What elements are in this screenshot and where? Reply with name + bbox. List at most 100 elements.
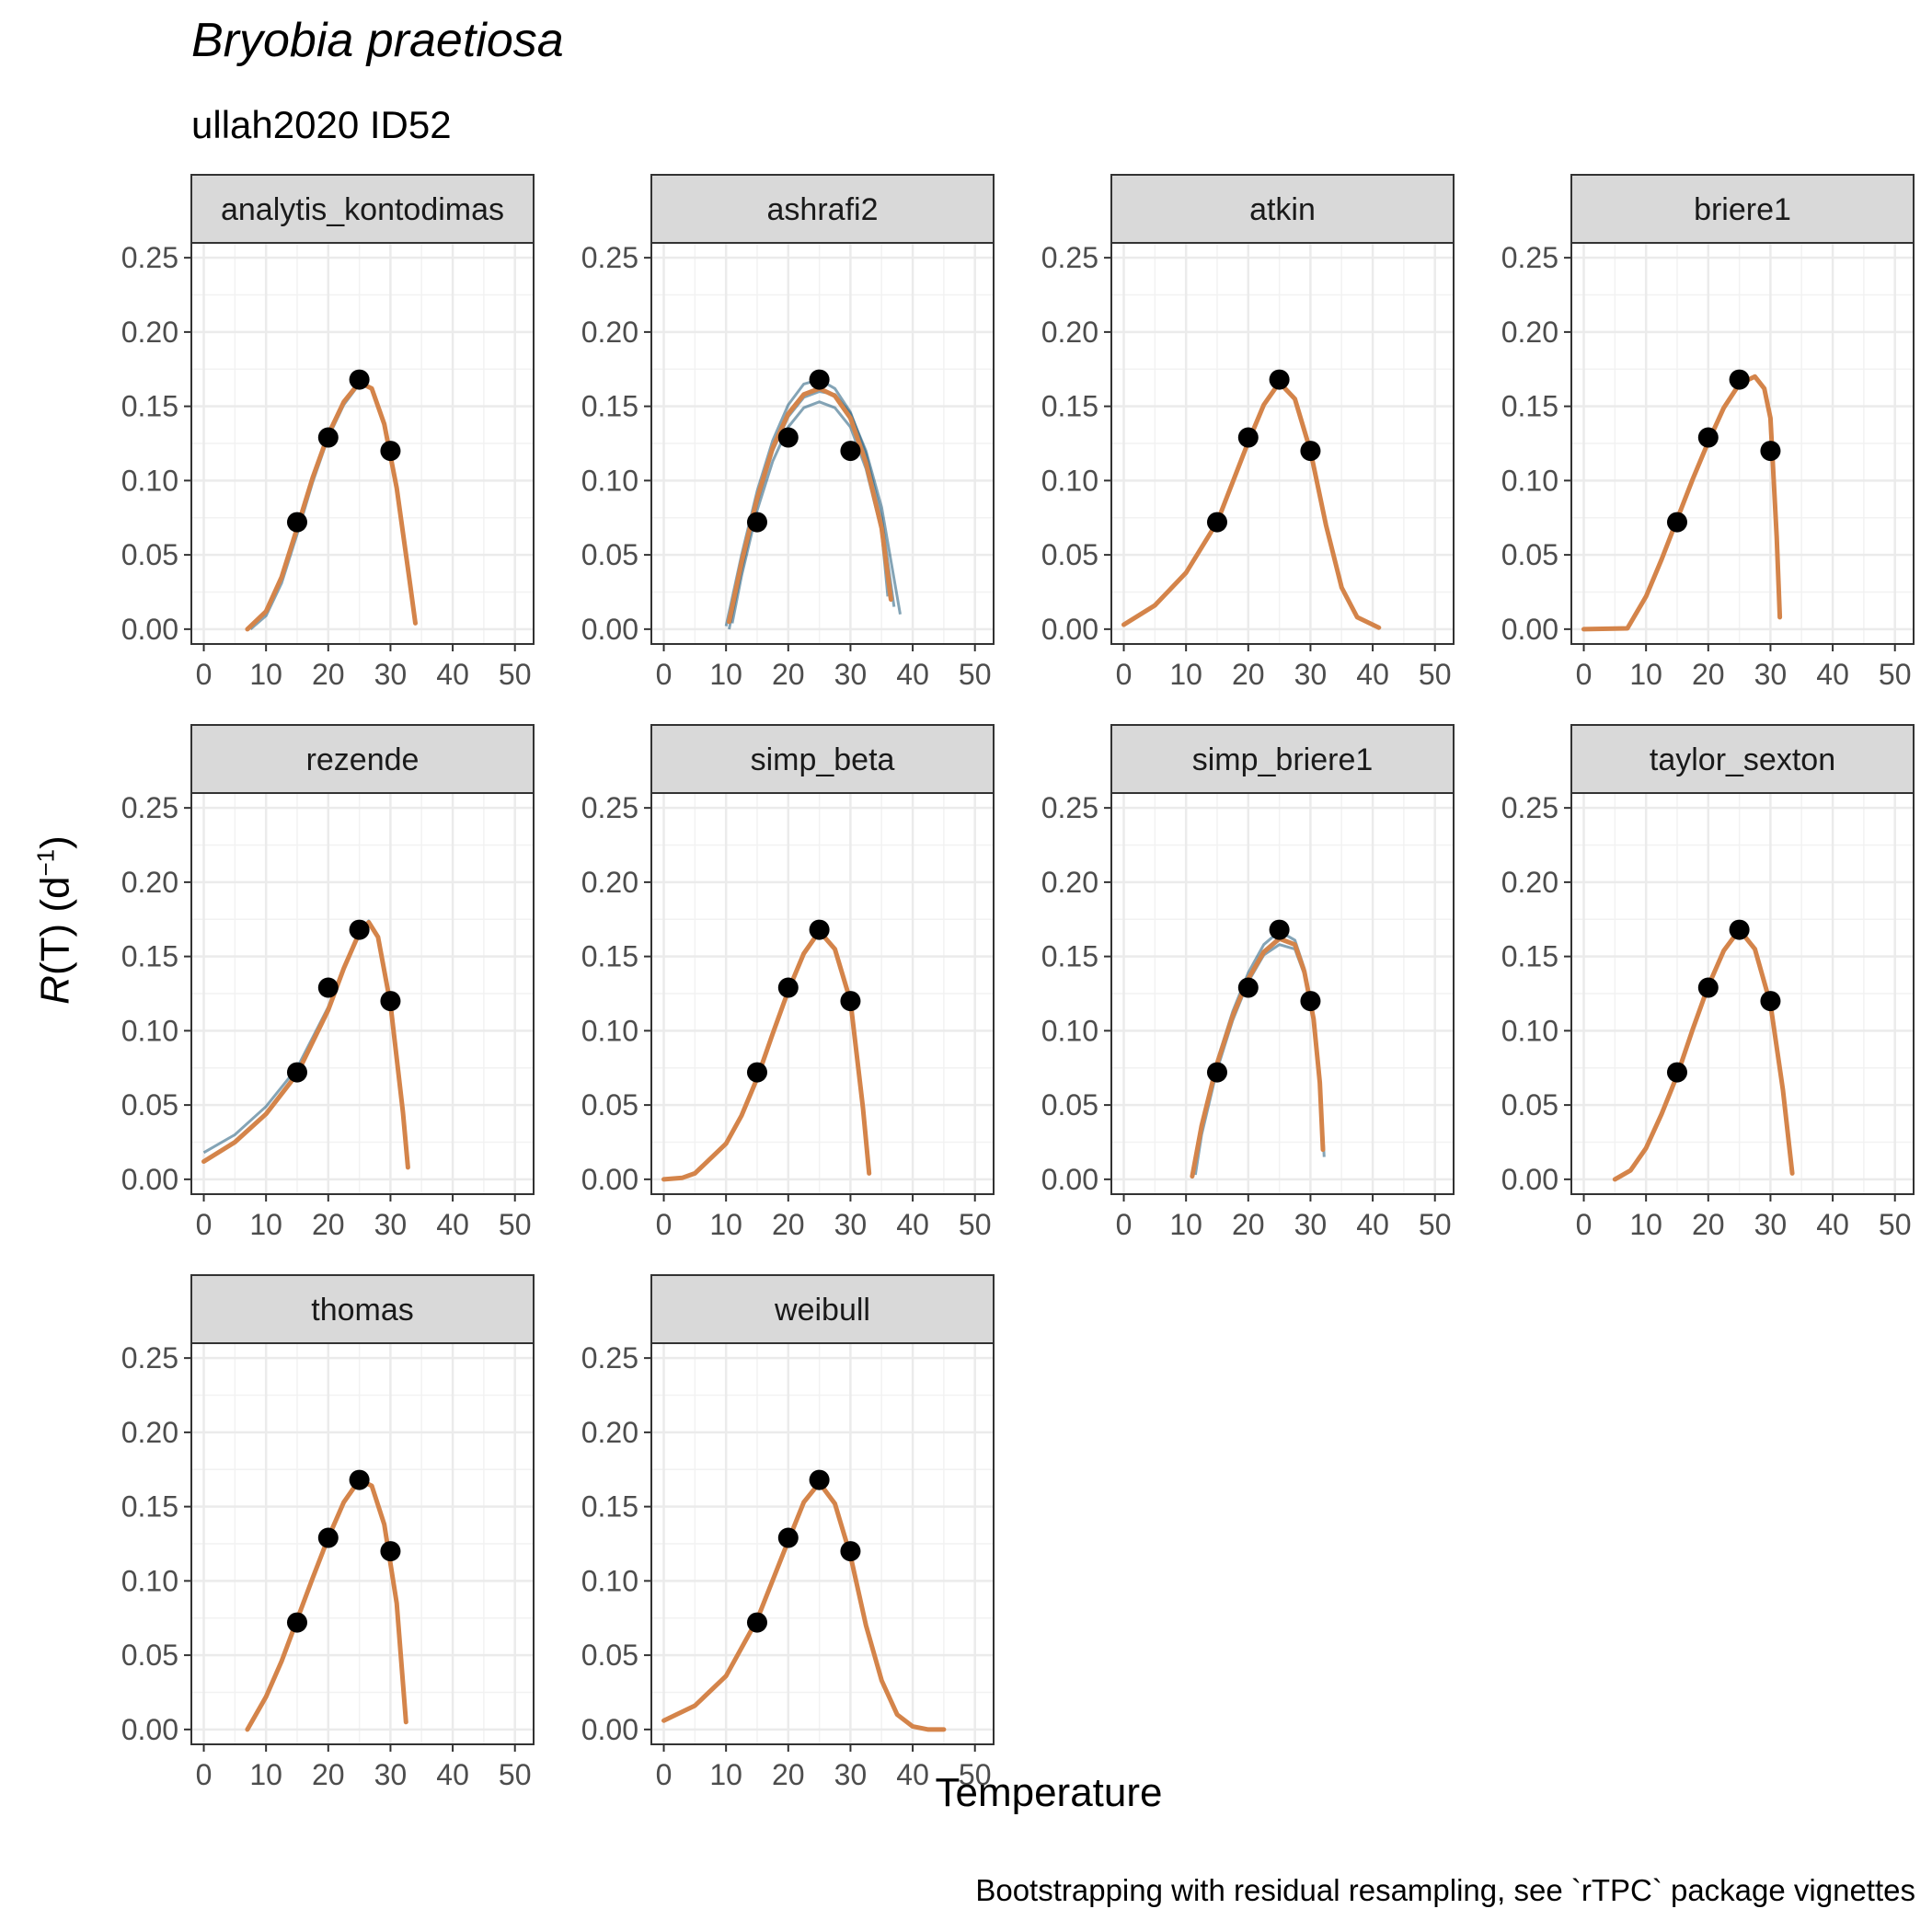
x-tick-label: 20 [312,658,345,691]
data-point [777,1527,799,1548]
data-point [809,919,830,940]
data-point [1269,369,1290,390]
x-tick-label: 10 [1629,1208,1662,1241]
x-tick-label: 50 [499,1758,532,1791]
panel-weibull: weibull 0 10 20 30 40 50 0.00 0.05 0.10 0.15 0.20 0.… [581,1274,995,1791]
y-tick-label: 0.15 [121,940,178,973]
panel-border [650,792,995,1195]
data-point [380,1541,401,1562]
facet-label: ashrafi2 [767,192,879,227]
x-tick-label: 50 [1879,658,1912,691]
data-point [840,991,861,1012]
y-tick-label: 0.20 [121,866,178,899]
data-point [809,1469,830,1490]
y-tick-label: 0.00 [121,613,178,646]
x-tick-label: 30 [1754,658,1788,691]
panel-border [650,242,995,645]
x-tick-label: 30 [834,1758,868,1791]
x-tick-label: 30 [1294,658,1328,691]
x-tick-label: 30 [374,1758,408,1791]
data-point [746,1062,767,1083]
x-tick-label: 10 [1629,658,1662,691]
fitted-curve [727,385,893,625]
data-point [746,512,767,533]
facet-strip [190,724,535,794]
y-tick-label: 0.00 [121,1713,178,1746]
y-tick-label: 0.10 [121,464,178,497]
data-point [1237,427,1259,448]
x-tick-label: 20 [772,1208,805,1241]
y-axis-label-italic: R [32,975,78,1005]
y-tick-label: 0.25 [1041,241,1098,274]
data-point [746,1612,767,1633]
data-point [1269,919,1290,940]
x-tick-label: 10 [709,658,742,691]
y-tick-label: 0.05 [1501,538,1558,571]
x-tick-label: 0 [196,1758,213,1791]
x-tick-label: 40 [436,658,469,691]
panel-border [1110,242,1455,645]
fitted-curve [661,1480,947,1732]
y-tick-label: 0.05 [581,1088,638,1121]
data-point [777,977,799,998]
y-tick-label: 0.20 [1041,866,1098,899]
y-tick-label: 0.10 [121,1014,178,1047]
y-tick-label: 0.00 [1041,1163,1098,1196]
y-tick-label: 0.25 [121,241,178,274]
panel-border [190,1342,535,1745]
x-tick-label: 50 [499,1208,532,1241]
y-tick-label: 0.00 [1041,613,1098,646]
x-tick-label: 0 [656,658,673,691]
data-point [1666,1062,1687,1083]
x-tick-label: 20 [1232,658,1265,691]
y-tick-label: 0.15 [581,390,638,423]
y-tick-label: 0.20 [581,316,638,349]
x-tick-label: 40 [1356,1208,1389,1241]
y-axis-label-sup: −1 [31,848,60,877]
x-tick-label: 20 [1692,1208,1725,1241]
x-tick-label: 30 [374,658,408,691]
y-tick-label: 0.15 [1501,390,1558,423]
x-tick-label: 30 [1294,1208,1328,1241]
y-tick-label: 0.20 [1041,316,1098,349]
y-tick-label: 0.05 [581,1639,638,1672]
y-tick-label: 0.05 [121,538,178,571]
x-tick-label: 50 [1879,1208,1912,1241]
chart-subtitle: ullah2020 ID52 [191,103,452,146]
panel-border [190,792,535,1195]
facet-label: simp_beta [751,742,895,777]
x-tick-label: 50 [959,1208,992,1241]
y-tick-label: 0.10 [581,1014,638,1047]
x-tick-label: 50 [959,658,992,691]
x-tick-label: 0 [1576,1208,1593,1241]
data-point [286,512,307,533]
data-point [1300,991,1321,1012]
y-tick-label: 0.15 [1041,390,1098,423]
fitted-curve [201,920,410,1170]
y-tick-label: 0.20 [581,1416,638,1449]
data-point [1300,441,1321,462]
x-tick-label: 40 [1816,1208,1849,1241]
y-tick-label: 0.15 [581,1490,638,1524]
y-tick-label: 0.25 [581,1341,638,1374]
panel-simp_briere1: simp_briere1 0 10 20 30 40 50 0.00 0.05 0.10 0.15 0… [1041,724,1455,1241]
y-tick-label: 0.05 [1041,538,1098,571]
y-tick-label: 0.05 [121,1639,178,1672]
panel-rezende: rezende 0 10 20 30 40 50 0.00 0.05 0.10 0.15 0.20 0.… [121,724,535,1241]
y-tick-label: 0.05 [1501,1088,1558,1121]
panel-border [1570,242,1915,645]
fitted-curve [1581,374,1783,632]
y-tick-label: 0.15 [121,390,178,423]
facet-strip [190,1274,535,1344]
x-tick-label: 50 [1419,1208,1452,1241]
x-tick-label: 0 [196,658,213,691]
x-tick-label: 10 [1169,658,1202,691]
facet-label: briere1 [1694,192,1791,227]
y-tick-label: 0.00 [581,1163,638,1196]
data-point [809,369,830,390]
data-point [1697,427,1719,448]
x-tick-label: 20 [1232,1208,1265,1241]
x-tick-label: 20 [772,658,805,691]
data-point [1237,977,1259,998]
data-point [286,1062,307,1083]
